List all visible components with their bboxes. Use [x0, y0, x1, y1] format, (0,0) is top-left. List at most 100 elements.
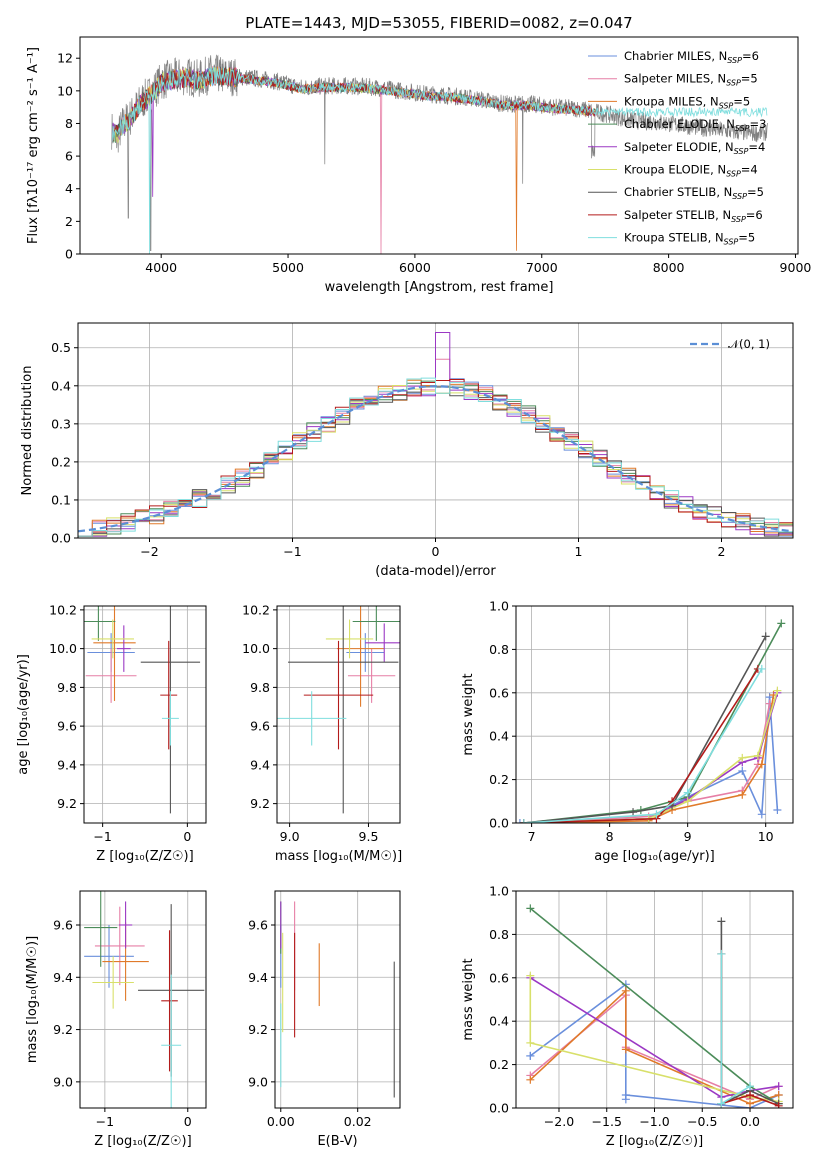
grid [84, 606, 206, 823]
error-bar-point [94, 906, 145, 986]
x-tick-label: −1 [96, 1114, 114, 1129]
series-line [523, 636, 767, 823]
series-marker [774, 1101, 783, 1108]
x-axis-label: mass [log₁₀(M/M☉)] [275, 849, 402, 864]
panel-mass_vs_Z: −1 0 9.0 9.2 9.4 9.6 Z [log₁₀(Z/Z☉)] mass [log₁… [25, 890, 207, 1149]
y-tick-label: 1.0 [489, 884, 509, 899]
series-marker [717, 1099, 726, 1108]
error-bar-point [365, 623, 400, 663]
error-bar-point [117, 625, 131, 672]
y-axis-label: mass [log₁₀(M/M☉)] [25, 936, 40, 1063]
y-axis-label: mass weight [461, 673, 476, 755]
grid [516, 890, 793, 1109]
x-tick-label: −1.0 [639, 1114, 669, 1129]
y-tick-label: 4 [65, 181, 73, 196]
series-marker [761, 632, 770, 641]
series-marker [757, 664, 766, 673]
y-tick-label: 9.0 [248, 1074, 268, 1089]
legend-nssp: =5 [747, 185, 764, 199]
legend-sub: SSP [735, 124, 750, 133]
error-bar-point [91, 619, 134, 659]
x-tick-label: 0.00 [267, 1114, 295, 1129]
panel-age_vs_mass: 9.0 9.5 9.2 9.4 9.6 9.8 10.0 10.2 mass [log₁₀(M/… [242, 602, 402, 864]
y-tick-label: 9.6 [57, 719, 77, 734]
y-tick-label: 0.0 [489, 816, 509, 831]
legend-nssp: =5 [741, 72, 758, 86]
x-tick-label: 10 [758, 829, 774, 844]
error-bar-point [161, 691, 179, 746]
series-line [523, 668, 759, 823]
legend-n: N [719, 49, 728, 63]
x-tick-label: 7 [528, 829, 536, 844]
error-bar-point [277, 691, 347, 746]
y-tick-label: 10.2 [242, 602, 270, 617]
x-axis-label: age [log₁₀(age/yr)] [594, 849, 715, 864]
error-bar-point [84, 891, 118, 967]
x-tick-label: 9 [684, 829, 692, 844]
y-tick-label: 0.4 [51, 378, 71, 393]
plot-frame [83, 605, 207, 824]
legend-model: Salpeter STELIB, [624, 208, 722, 222]
weight-series [519, 632, 770, 823]
weight-series [519, 686, 782, 823]
error-bar-point [85, 648, 137, 703]
series-line [523, 694, 775, 823]
weight-series [516, 693, 782, 823]
panel-residuals: −2 −1 0 1 2 0.0 0.1 0.2 0.3 0.4 0.5 (data-model)/er… [20, 322, 794, 579]
y-tick-label: 9.4 [248, 970, 268, 985]
x-tick-label: 8000 [653, 260, 685, 275]
grid [275, 891, 400, 1108]
legend-entry: Salpeter MILES, NSSP=5 [624, 72, 758, 88]
y-tick-label: 2 [65, 214, 73, 229]
y-tick-label: 0.2 [51, 454, 71, 469]
x-tick-label: 0.02 [344, 1114, 372, 1129]
series-marker [757, 760, 766, 769]
y-tick-label: 10.2 [49, 602, 77, 617]
plot-area [111, 54, 768, 254]
plot-area [84, 891, 205, 1108]
plot-area [78, 332, 793, 537]
series-marker [738, 753, 747, 762]
legend-model: Chabrier ELODIE, [624, 117, 726, 131]
legend-model: Salpeter ELODIE, [624, 140, 725, 154]
legend-model: Kroupa MILES, [624, 94, 710, 108]
y-tick-label: 0.0 [51, 531, 71, 546]
y-tick-label: 0.2 [489, 1057, 509, 1072]
legend-n: N [725, 140, 734, 154]
legend-model: Chabrier STELIB, [624, 185, 724, 199]
weight-series [717, 949, 755, 1108]
error-bar-point [84, 924, 134, 988]
x-tick-label: −1 [283, 544, 301, 559]
y-tick-label: 9.4 [53, 970, 73, 985]
legend-model: Kroupa ELODIE, [624, 163, 717, 177]
y-tick-label: 9.4 [57, 757, 77, 772]
x-tick-label: 1 [575, 544, 583, 559]
series-marker [773, 686, 782, 695]
y-tick-label: 0.4 [489, 729, 509, 744]
series-marker [621, 1045, 630, 1054]
series-marker [757, 810, 766, 819]
legend-sub: SSP [734, 147, 749, 156]
series-marker [774, 1082, 783, 1091]
weight-series [519, 664, 762, 823]
panel-weight_vs_Z: −2.0 −1.5 −1.0 −0.5 0.0 0.0 0.2 0.4 0.6 0.8 1.0 Z [… [461, 884, 794, 1149]
series-line [529, 975, 779, 1103]
y-tick-label: 0.0 [489, 1101, 509, 1116]
error-bar-point [336, 606, 385, 707]
series-marker [629, 808, 638, 817]
plot-frame [274, 890, 401, 1109]
y-tick-label: 0.6 [489, 970, 509, 985]
series-marker [526, 971, 535, 980]
x-axis-label: (data-model)/error [375, 564, 496, 579]
x-tick-label: −2 [140, 544, 158, 559]
error-bar-point [288, 606, 399, 814]
weight-series [519, 690, 778, 823]
x-tick-label: 9000 [780, 260, 812, 275]
legend-n: N [722, 208, 731, 222]
plot-frame [79, 890, 207, 1109]
y-axis-label: mass weight [461, 958, 476, 1040]
plot-area [516, 619, 786, 823]
y-tick-label: 0.8 [489, 642, 509, 657]
